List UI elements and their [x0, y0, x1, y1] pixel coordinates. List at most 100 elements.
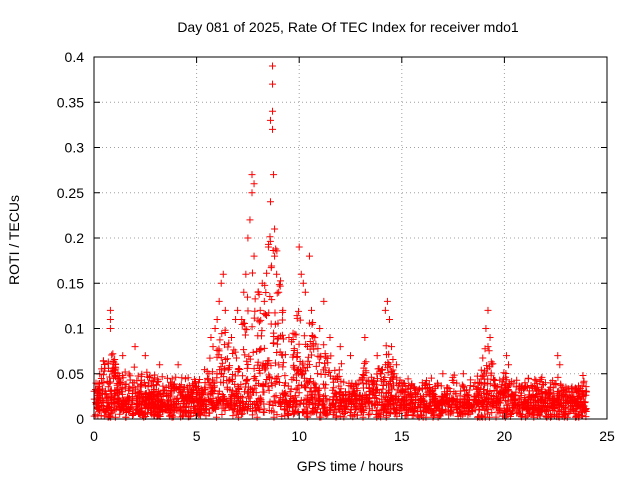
data-point — [393, 407, 401, 415]
data-point — [497, 384, 505, 392]
data-point — [437, 410, 445, 418]
data-point — [217, 378, 225, 386]
data-point — [221, 306, 229, 314]
data-point — [304, 357, 312, 365]
data-point — [220, 373, 228, 381]
data-point — [461, 387, 469, 395]
data-point — [227, 334, 235, 342]
data-point — [490, 403, 498, 411]
data-point — [265, 386, 273, 394]
data-point — [415, 385, 423, 393]
data-point — [530, 409, 538, 417]
data-point — [484, 387, 492, 395]
data-point — [224, 343, 232, 351]
data-point — [314, 352, 322, 360]
data-point — [234, 306, 242, 314]
data-point — [159, 392, 167, 400]
data-point — [266, 293, 274, 301]
data-point — [166, 407, 174, 415]
data-point — [249, 348, 257, 356]
data-point — [178, 374, 186, 382]
data-point — [464, 408, 472, 416]
data-point — [273, 289, 281, 297]
data-point — [208, 388, 216, 396]
data-point — [474, 413, 482, 421]
data-point — [395, 388, 403, 396]
data-point — [97, 375, 105, 383]
data-point — [215, 351, 223, 359]
data-point — [288, 376, 296, 384]
data-point — [243, 357, 251, 365]
data-point — [281, 372, 289, 380]
data-point — [179, 403, 187, 411]
axis-ticks: 0 5 10 15 20 25 0 0.05 0.1 0.15 0.2 0.25 0.3 0.35 0.4 — [57, 49, 615, 444]
data-point — [294, 407, 302, 415]
data-point — [266, 198, 274, 206]
data-point — [273, 335, 281, 343]
data-point — [320, 397, 328, 405]
data-point — [319, 366, 327, 374]
data-point — [550, 412, 558, 420]
data-point — [335, 382, 343, 390]
data-point — [256, 406, 264, 414]
data-point — [346, 408, 354, 416]
data-point — [190, 387, 198, 395]
data-point — [429, 398, 437, 406]
data-point — [207, 399, 215, 407]
data-point — [382, 393, 390, 401]
data-point — [485, 347, 493, 355]
data-point — [371, 400, 379, 408]
data-point — [309, 319, 317, 327]
data-point — [240, 288, 248, 296]
data-point — [569, 389, 577, 397]
data-point — [418, 379, 426, 387]
data-point — [244, 307, 252, 315]
data-point — [105, 364, 113, 372]
data-point — [246, 405, 254, 413]
data-point — [268, 296, 276, 304]
data-point — [321, 350, 329, 358]
data-point — [488, 409, 496, 417]
data-point — [245, 400, 253, 408]
data-point — [235, 385, 243, 393]
data-point — [525, 410, 533, 418]
data-point — [305, 252, 313, 260]
data-point — [106, 378, 114, 386]
data-point — [112, 363, 120, 371]
data-point — [389, 366, 397, 374]
data-point — [301, 288, 309, 296]
data-point — [248, 386, 256, 394]
data-point — [557, 380, 565, 388]
data-point — [415, 399, 423, 407]
data-point — [552, 379, 560, 387]
data-point — [138, 380, 146, 388]
data-point — [100, 371, 108, 379]
data-point — [316, 325, 324, 332]
data-point — [475, 391, 483, 399]
data-point — [215, 297, 223, 305]
data-point — [159, 382, 167, 390]
data-point — [289, 335, 297, 343]
data-point — [549, 405, 557, 413]
data-point — [100, 361, 108, 369]
data-point — [527, 382, 535, 390]
data-point — [353, 392, 361, 400]
data-point — [408, 400, 416, 408]
data-point — [568, 399, 576, 407]
data-point — [218, 359, 226, 367]
y-tick-label: 0.15 — [57, 275, 84, 291]
data-point — [521, 379, 529, 387]
data-point — [286, 397, 294, 405]
data-point — [201, 379, 209, 387]
data-point — [562, 397, 570, 405]
data-point — [240, 346, 248, 354]
data-point — [266, 398, 274, 406]
data-point — [457, 387, 465, 395]
data-point — [529, 392, 537, 400]
data-point — [279, 363, 287, 371]
data-point — [121, 368, 129, 376]
data-point — [110, 399, 118, 407]
data-point — [158, 396, 166, 404]
data-point — [277, 277, 285, 285]
data-point — [125, 394, 133, 402]
